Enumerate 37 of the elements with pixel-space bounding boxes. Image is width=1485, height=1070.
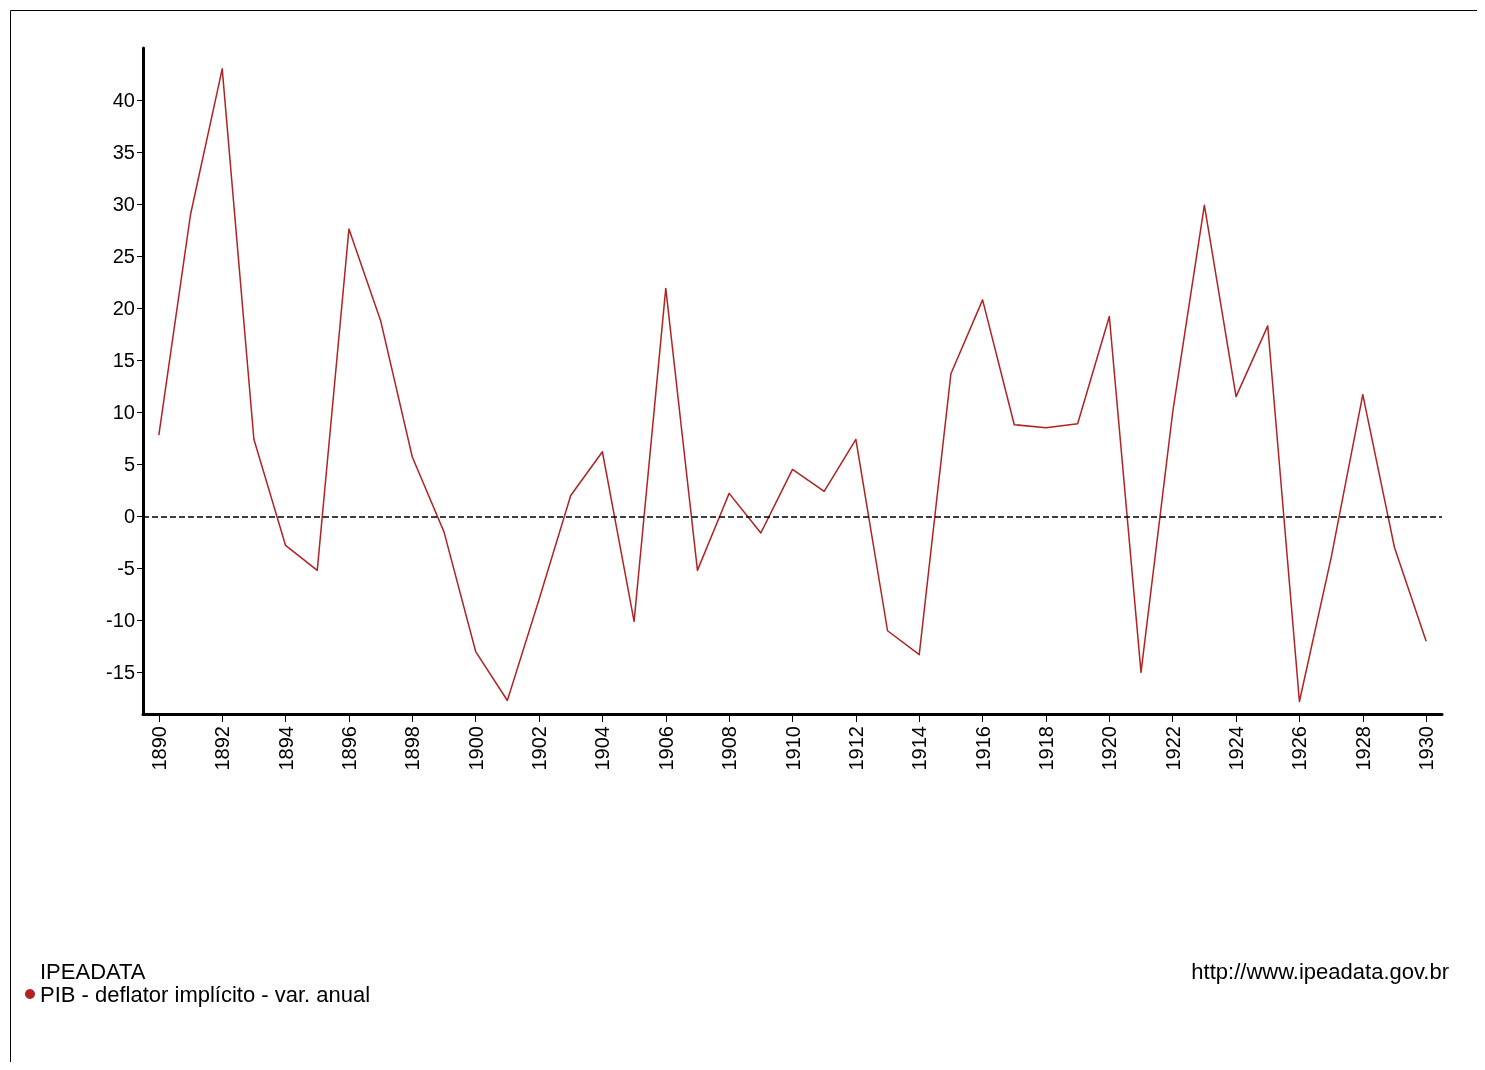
x-tick-label: 1906 <box>654 726 677 771</box>
x-tick-label: 1910 <box>781 726 804 771</box>
y-tick-label: -10 <box>106 609 135 632</box>
line-series <box>158 68 1427 703</box>
x-tick-label: 1928 <box>1351 726 1374 771</box>
x-tick-label: 1912 <box>844 726 867 771</box>
y-tick-label: 25 <box>112 245 135 268</box>
y-tick-label: -15 <box>106 661 135 684</box>
y-tick-label: 0 <box>123 505 135 528</box>
y-tick-label: 30 <box>112 193 135 216</box>
y-tick-label: -5 <box>117 557 135 580</box>
x-tick-label: 1900 <box>464 726 487 771</box>
x-tick-label: 1896 <box>337 726 360 771</box>
x-tick-label: 1908 <box>718 726 741 771</box>
x-tick-label: 1922 <box>1161 726 1184 771</box>
y-tick-label: 5 <box>123 453 135 476</box>
x-tick-label: 1920 <box>1098 726 1121 771</box>
x-tick-label: 1918 <box>1034 726 1057 771</box>
x-tick-label: 1904 <box>591 726 614 771</box>
x-tick-label: 1892 <box>211 726 234 771</box>
x-tick-label: 1926 <box>1288 726 1311 771</box>
y-tick-label: 15 <box>112 349 135 372</box>
legend-label: PIB - deflator implícito - var. anual <box>40 981 371 1007</box>
y-tick-label: 35 <box>112 141 135 164</box>
y-tick-label: 20 <box>112 297 135 320</box>
x-tick-label: 1890 <box>147 726 170 771</box>
x-tick-label: 1902 <box>528 726 551 771</box>
y-tick-label: 40 <box>112 89 135 112</box>
x-tick-label: 1898 <box>401 726 424 771</box>
legend-title: IPEADATA <box>40 958 146 984</box>
x-tick-label: 1930 <box>1415 726 1438 771</box>
x-tick-label: 1916 <box>971 726 994 771</box>
x-tick-label: 1914 <box>908 726 931 771</box>
y-tick-label: 10 <box>112 401 135 424</box>
x-tick-label: 1894 <box>274 726 297 771</box>
text: http://www.ipeadata.gov.br <box>1191 958 1450 984</box>
x-tick-label: 1924 <box>1225 726 1248 771</box>
